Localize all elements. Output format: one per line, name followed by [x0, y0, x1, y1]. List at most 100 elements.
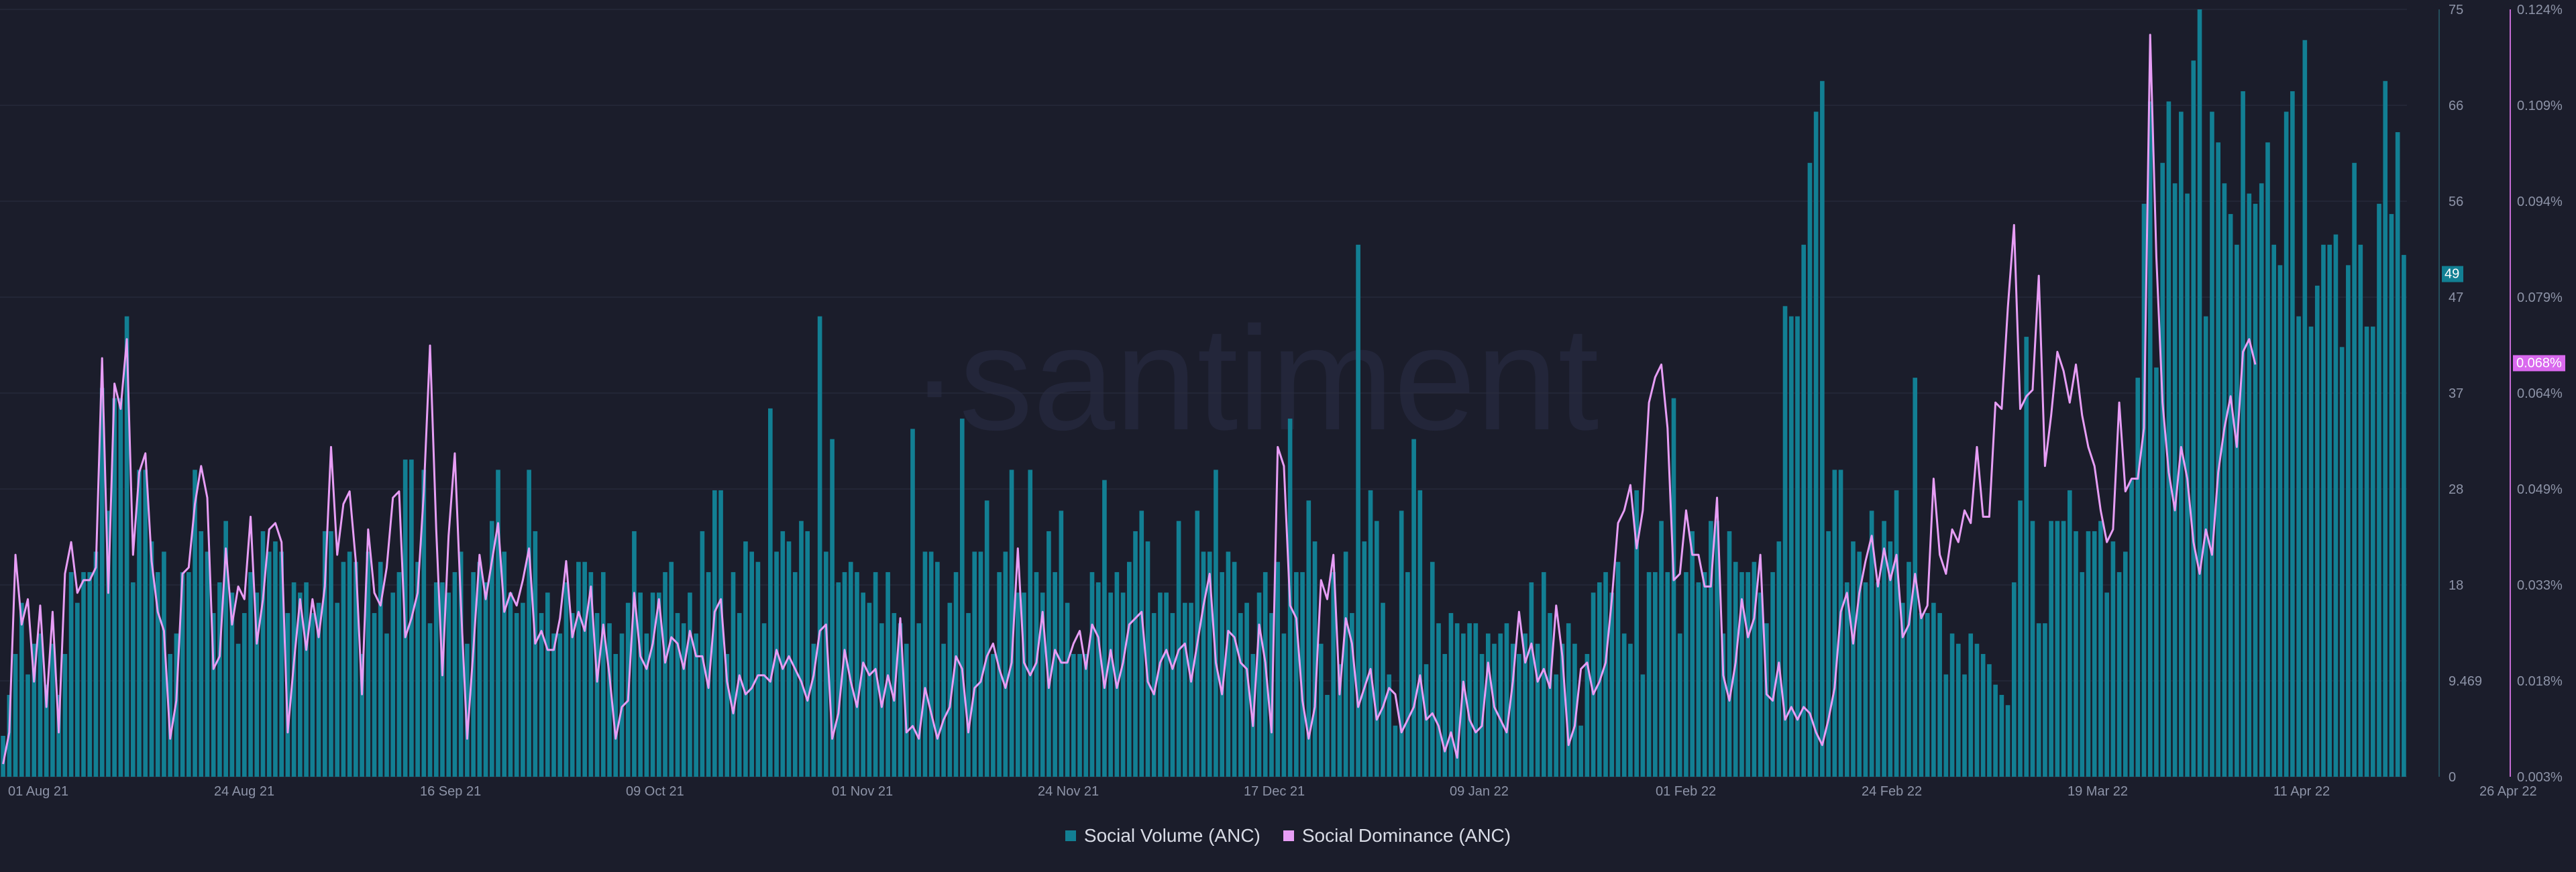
volume-bar: [2166, 101, 2171, 777]
volume-bar: [44, 684, 49, 777]
volume-bar: [440, 582, 445, 777]
volume-bar: [607, 623, 612, 777]
volume-bar: [1114, 571, 1120, 777]
volume-bar: [378, 561, 383, 777]
volume-bar: [805, 531, 810, 777]
current-dominance-badge: [2513, 355, 2565, 372]
volume-bar: [68, 571, 74, 777]
volume-bar: [743, 541, 748, 777]
volume-bar: [1226, 551, 1231, 777]
volume-bar: [489, 521, 494, 777]
volume-bar: [62, 653, 68, 777]
volume-bar: [2235, 244, 2239, 777]
volume-bar: [1065, 602, 1070, 777]
volume-bar: [2253, 203, 2258, 777]
volume-bar: [452, 571, 458, 777]
volume-bar: [2228, 214, 2233, 777]
volume-bar: [1696, 582, 1701, 777]
volume-bar: [1133, 531, 1138, 777]
legend-item-volume[interactable]: Social Volume (ANC): [1065, 825, 1260, 847]
volume-bar: [2191, 60, 2196, 777]
volume-bar: [2346, 265, 2351, 777]
volume-bar: [1040, 592, 1045, 777]
volume-bar: [2389, 214, 2394, 777]
volume-bar: [904, 643, 909, 777]
volume-bar: [2104, 592, 2109, 777]
volume-bar: [477, 561, 482, 777]
x-axis-tick-label: 16 Sep 21: [420, 784, 481, 799]
volume-bar: [984, 500, 989, 777]
volume-bar: [471, 571, 476, 777]
volume-bar: [124, 316, 129, 777]
legend-item-dominance[interactable]: Social Dominance (ANC): [1283, 825, 1511, 847]
volume-bar: [2358, 244, 2363, 777]
volume-bar: [2179, 111, 2184, 777]
volume-bar: [273, 541, 278, 777]
dominance-axis-tick-label: 0.109%: [2517, 99, 2563, 113]
x-axis-tick-label: 26 Apr 22: [2479, 784, 2537, 799]
volume-bar: [1399, 510, 1404, 777]
volume-bar: [279, 551, 284, 777]
volume-bar: [193, 470, 197, 777]
volume-bar: [2172, 183, 2178, 777]
volume-bar: [1405, 571, 1410, 777]
volume-bar: [1782, 306, 1788, 777]
volume-bar: [1844, 582, 1849, 777]
volume-bar: [1461, 633, 1466, 777]
volume-bar: [2241, 91, 2245, 777]
volume-bar: [855, 571, 859, 777]
volume-bar: [1919, 612, 1924, 777]
volume-bar: [1529, 582, 1534, 777]
dominance-axis-tick-label: 0.064%: [2517, 386, 2563, 401]
volume-bar: [1275, 561, 1280, 777]
volume-bar: [799, 521, 804, 777]
volume-bar: [1201, 551, 1206, 777]
volume-bar: [2092, 531, 2097, 777]
volume-bar: [137, 470, 142, 777]
volume-bar: [1102, 480, 1107, 777]
volume-bar: [1473, 623, 1479, 777]
volume-bar: [465, 643, 470, 777]
volume-bar: [1548, 612, 1552, 777]
x-axis-tick-label: 09 Oct 21: [626, 784, 684, 799]
volume-bar: [898, 623, 903, 777]
volume-bar: [867, 602, 872, 777]
volume-bar: [1356, 244, 1360, 777]
legend: Social Volume (ANC) Social Dominance (AN…: [0, 825, 2576, 847]
volume-bar: [2055, 521, 2060, 777]
volume-bar: [1504, 623, 1509, 777]
volume-bar: [1955, 643, 1961, 777]
volume-bar: [1709, 521, 1713, 777]
volume-bar: [1770, 571, 1775, 777]
volume-bar: [1523, 633, 1527, 777]
volume-bar: [1294, 571, 1299, 777]
legend-label-volume: Social Volume (ANC): [1083, 825, 1260, 846]
volume-bar: [1448, 612, 1454, 777]
volume-bar: [2247, 193, 2252, 777]
x-axis-tick-label: 09 Jan 22: [1450, 784, 1509, 799]
volume-bar: [254, 592, 260, 777]
volume-bar: [13, 653, 18, 777]
volume-bar: [38, 633, 43, 777]
volume-bar: [1145, 541, 1150, 777]
volume-bar: [1046, 531, 1051, 777]
volume-bar: [842, 571, 847, 777]
volume-bar: [427, 623, 433, 777]
volume-bar: [1256, 592, 1262, 777]
volume-axis-tick-label: 0: [2449, 770, 2456, 785]
volume-axis-tick-label: 9.469: [2449, 674, 2482, 689]
current-volume-badge: [2442, 266, 2463, 282]
volume-bar: [1232, 561, 1237, 777]
volume-bar: [1089, 571, 1095, 777]
volume-bar: [570, 612, 575, 777]
x-axis-tick-label: 01 Feb 22: [1656, 784, 1716, 799]
volume-bar: [1436, 623, 1441, 777]
volume-bar: [285, 612, 290, 777]
volume-bar: [663, 571, 667, 777]
volume-bar: [180, 571, 185, 777]
volume-axis-tick-label: 47: [2449, 290, 2463, 305]
volume-bar: [421, 470, 427, 777]
volume-bar: [2011, 582, 2017, 777]
social-dominance-line: [2, 34, 2257, 765]
legend-swatch-volume: [1065, 830, 1076, 841]
